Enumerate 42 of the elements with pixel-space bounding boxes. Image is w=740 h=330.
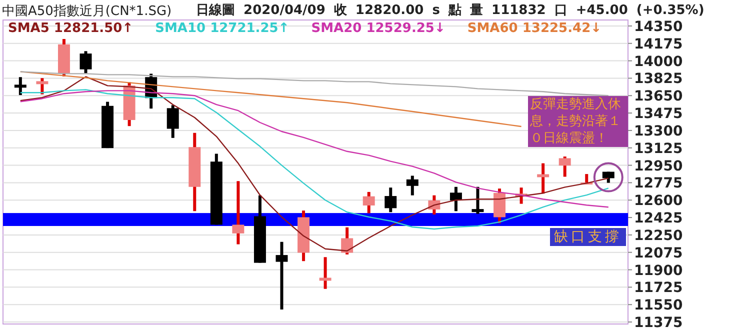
candlestick [36, 78, 48, 94]
candlestick [14, 77, 26, 96]
text: SMA10 12721.25↑ [155, 21, 290, 36]
candlestick [558, 156, 571, 177]
candlestick [276, 242, 288, 310]
y-tick-label: 13475 [634, 106, 683, 122]
candlestick [384, 188, 397, 212]
y-tick-label: 12250 [634, 228, 683, 244]
y-tick-label: 13300 [634, 123, 683, 140]
y-tick-label: 13650 [634, 88, 683, 105]
y-tick-label: 13125 [634, 140, 683, 157]
annotation: 反彈走勢進入休息，走勢沿著１０日線震盪！ [528, 96, 628, 147]
y-tick-label: 11550 [634, 298, 683, 314]
candlestick [166, 105, 179, 138]
candlestick [319, 257, 332, 289]
chart-title: 中國A50指數近月(CN*1.SG) [2, 3, 172, 20]
y-tick-label: 11900 [634, 262, 683, 279]
candlestick [406, 176, 418, 196]
y-tick-label: 12950 [634, 158, 683, 174]
y-tick-label: 12425 [634, 210, 683, 227]
band-label: 缺口支撐 [550, 228, 626, 246]
text: SMA20 12529.25↓ [311, 21, 446, 36]
text: SMA5 12821.50↑ [8, 21, 134, 36]
text: SMA60 13225.42↓ [467, 21, 602, 36]
candlestick [232, 181, 244, 244]
y-tick-label: 12775 [634, 176, 683, 192]
y-tick-label: 14175 [634, 36, 683, 52]
candlestick [537, 163, 550, 194]
candlestick [472, 186, 484, 214]
y-tick-label: 12075 [634, 245, 683, 262]
y-tick-label: 14000 [634, 54, 683, 70]
y-tick-label: 11725 [634, 280, 683, 296]
y-tick-label: 12600 [634, 193, 683, 210]
y-tick-label: 11375 [634, 315, 683, 330]
chart-subtitle: 日線圖 2020/04/09 收 12820.00 s 點 量 111832 口 +45.00 (+0.35%) [196, 2, 704, 19]
candlestick [450, 186, 462, 212]
candlestick [362, 192, 375, 214]
line-series [20, 71, 609, 96]
candlestick [341, 227, 354, 254]
y-tick-label: 14350 [634, 18, 683, 35]
candlestick [80, 51, 92, 74]
y-tick-label: 13825 [634, 71, 683, 88]
